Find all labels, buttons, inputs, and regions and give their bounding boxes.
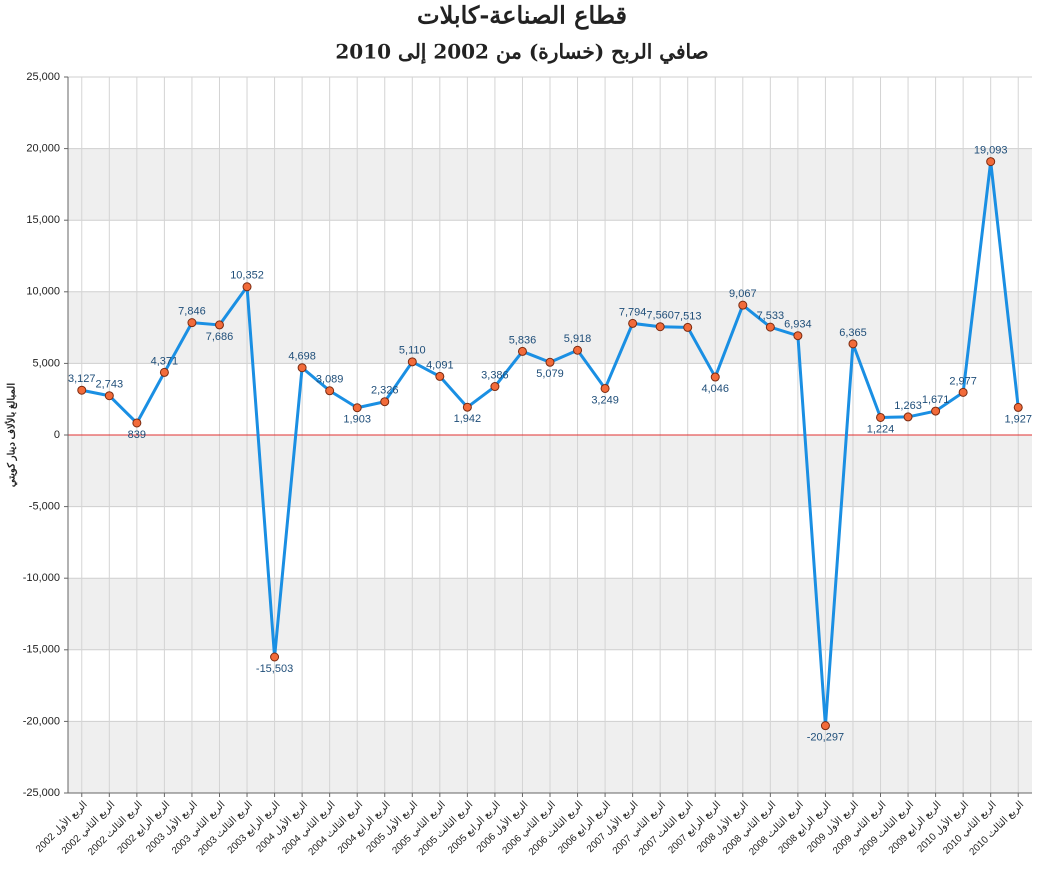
- data-label: 1,942: [454, 413, 482, 425]
- y-tick-label: 20,000: [26, 143, 60, 155]
- y-tick-label: -25,000: [23, 787, 60, 799]
- data-label: 7,513: [674, 310, 702, 322]
- marker: [270, 652, 280, 662]
- marker: [435, 371, 445, 381]
- marker: [132, 418, 142, 428]
- marker: [490, 382, 500, 392]
- y-tick-label: 25,000: [26, 71, 60, 83]
- marker: [1013, 402, 1023, 412]
- data-label: 5,079: [536, 368, 564, 380]
- data-label: 7,686: [206, 331, 234, 343]
- data-label: -15,503: [256, 663, 293, 675]
- marker: [876, 412, 886, 422]
- marker: [517, 346, 527, 356]
- marker: [407, 357, 417, 367]
- marker: [903, 412, 913, 422]
- marker: [820, 721, 830, 731]
- data-label: 2,743: [96, 379, 124, 391]
- data-label: 10,352: [230, 270, 264, 282]
- marker: [297, 363, 307, 373]
- marker: [380, 397, 390, 407]
- marker: [738, 300, 748, 310]
- marker: [628, 318, 638, 328]
- y-tick-label: -15,000: [23, 644, 60, 656]
- data-label: 7,533: [757, 310, 785, 322]
- marker: [104, 391, 114, 401]
- data-label: 3,089: [316, 374, 344, 386]
- chart-subtitle: صافي الربح (خسارة) من 2002 إلى 2010: [335, 40, 708, 65]
- data-label: 1,224: [867, 423, 895, 435]
- data-label: 4,046: [701, 383, 729, 395]
- marker: [573, 345, 583, 355]
- marker: [214, 320, 224, 330]
- data-label: 5,836: [509, 334, 537, 346]
- data-label: 5,110: [399, 345, 426, 357]
- marker: [462, 402, 472, 412]
- data-label: 4,091: [426, 359, 454, 371]
- y-tick-label: 0: [54, 429, 60, 441]
- data-label: 7,794: [619, 306, 647, 318]
- marker: [986, 157, 996, 167]
- data-label: 1,263: [894, 400, 922, 412]
- data-label: 9,067: [729, 288, 757, 300]
- y-tick-label: 15,000: [26, 214, 60, 226]
- y-tick-label: -5,000: [29, 501, 60, 513]
- marker: [655, 322, 665, 332]
- data-label: 19,093: [974, 144, 1008, 156]
- chart-title: قطاع الصناعة-كابلات: [417, 1, 627, 31]
- y-tick-label: 10,000: [26, 286, 60, 298]
- y-tick-label: -10,000: [23, 572, 60, 584]
- data-label: 839: [128, 429, 146, 441]
- data-label: 3,249: [591, 394, 619, 406]
- marker: [187, 318, 197, 328]
- marker: [765, 322, 775, 332]
- data-label: 4,698: [288, 351, 316, 363]
- data-label: 6,365: [839, 327, 867, 339]
- data-label: 1,927: [1004, 413, 1032, 425]
- marker: [242, 282, 252, 292]
- marker: [159, 367, 169, 377]
- data-label: 1,671: [922, 394, 950, 406]
- y-tick-label: -20,000: [23, 715, 60, 727]
- data-label: 5,918: [564, 333, 592, 345]
- data-label: 3,127: [68, 373, 96, 385]
- marker: [958, 387, 968, 397]
- data-label: 1,903: [343, 414, 371, 426]
- data-label: -20,297: [807, 732, 844, 744]
- marker: [325, 386, 335, 396]
- marker: [793, 331, 803, 341]
- y-axis-label: المبالغ بالألاف دينار كويتي: [6, 383, 18, 487]
- marker: [77, 385, 87, 395]
- marker: [545, 357, 555, 367]
- marker: [600, 383, 610, 393]
- y-tick-label: 5,000: [32, 357, 60, 369]
- marker: [710, 372, 720, 382]
- data-label: 3,386: [481, 369, 509, 381]
- marker: [931, 406, 941, 416]
- data-label: 7,846: [178, 306, 206, 318]
- data-label: 2,326: [371, 385, 399, 397]
- data-label: 6,934: [784, 319, 812, 331]
- data-label: 2,977: [949, 375, 977, 387]
- data-label: 4,371: [151, 355, 179, 367]
- marker: [683, 322, 693, 332]
- marker: [352, 403, 362, 413]
- marker: [848, 339, 858, 349]
- data-label: 7,560: [646, 310, 674, 322]
